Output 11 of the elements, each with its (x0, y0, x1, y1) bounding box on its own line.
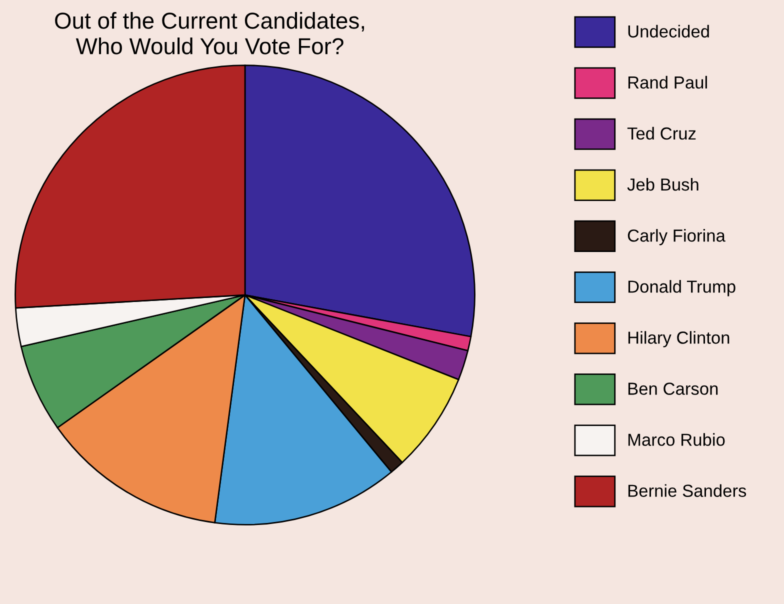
legend-label: Undecided (628, 24, 709, 38)
legend-label: Bernie Sanders (628, 484, 746, 497)
legend-label: Jeb Bush (627, 178, 698, 191)
legend-label: Rand Paul (628, 76, 707, 89)
legend-label: Carly Fiorina (628, 229, 726, 246)
legend-label: Marco Rubio (628, 433, 725, 446)
legend-label: Ted Cruz (627, 126, 696, 140)
chart-title: Out of the Current Candidates, Who Would You Vote For? (55, 12, 364, 54)
legend-label: Hilary Clinton (628, 331, 730, 348)
legend-label: Donald Trump (628, 280, 736, 296)
legend-label: Ben Carson (628, 382, 718, 395)
